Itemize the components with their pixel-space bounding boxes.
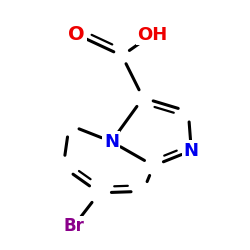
Text: N: N [184, 142, 199, 160]
Text: O: O [68, 25, 85, 44]
Text: N: N [104, 132, 119, 150]
Text: Br: Br [63, 217, 84, 235]
Text: OH: OH [137, 26, 167, 44]
